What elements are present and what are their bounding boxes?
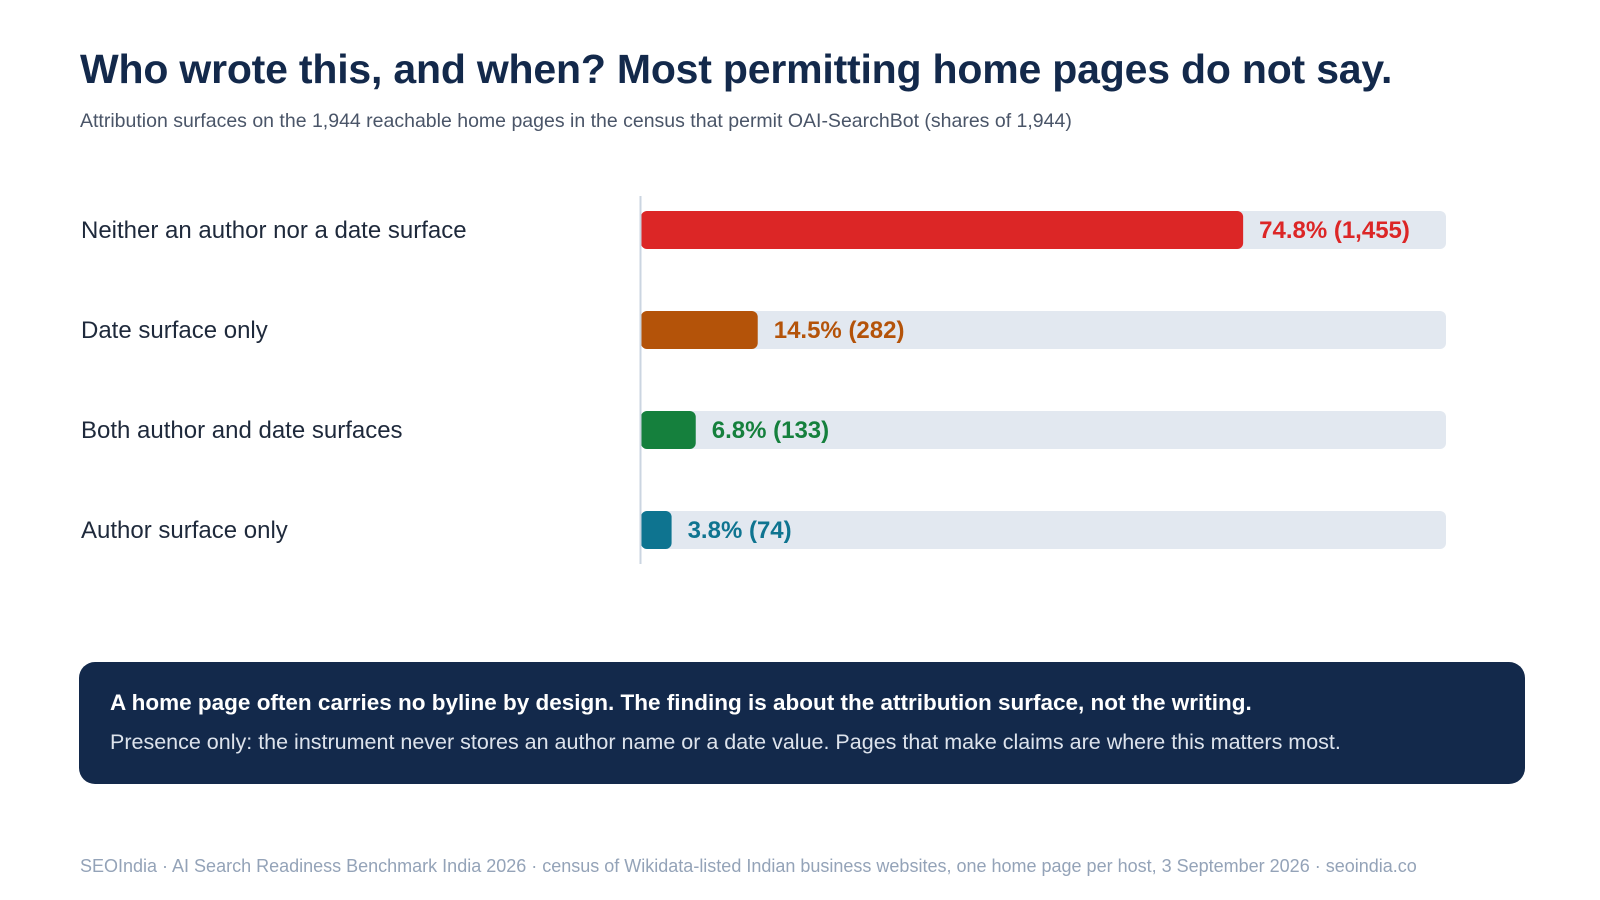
bar-date-surface-only — [641, 311, 758, 349]
bar-neither-an-author-nor-a-date-surface — [641, 211, 1244, 249]
bar-both-author-and-date-surfaces — [641, 411, 696, 449]
category-label-author-surface-only: Author surface only — [81, 517, 288, 544]
bar-chart: Neither an author nor a date surface 74.8… — [81, 196, 1446, 564]
source-footer: SEOIndia · AI Search Readiness Benchmark… — [80, 856, 1417, 876]
category-label-neither-an-author-nor-a-date-surface: Neither an author nor a date surface — [81, 217, 467, 244]
chart-subtitle: Attribution surfaces on the 1,944 reacha… — [80, 110, 1072, 132]
bar-track-author-surface-only — [641, 511, 1446, 549]
callout-body: Presence only: the instrument never stor… — [110, 730, 1341, 754]
value-label-date-surface-only: 14.5% (282) — [774, 317, 905, 344]
bar-author-surface-only — [641, 511, 672, 549]
value-label-author-surface-only: 3.8% (74) — [688, 517, 792, 544]
category-label-date-surface-only: Date surface only — [81, 317, 268, 344]
callout-headline: A home page often carries no byline by d… — [110, 690, 1252, 715]
bar-track-both-author-and-date-surfaces — [641, 411, 1446, 449]
category-label-both-author-and-date-surfaces: Both author and date surfaces — [81, 417, 403, 444]
value-label-neither-an-author-nor-a-date-surface: 74.8% (1,455) — [1259, 217, 1410, 244]
bar-track-date-surface-only — [641, 311, 1446, 349]
callout-box: A home page often carries no byline by d… — [79, 662, 1525, 784]
value-label-both-author-and-date-surfaces: 6.8% (133) — [712, 417, 829, 444]
chart-title: Who wrote this, and when? Most permittin… — [80, 46, 1393, 92]
